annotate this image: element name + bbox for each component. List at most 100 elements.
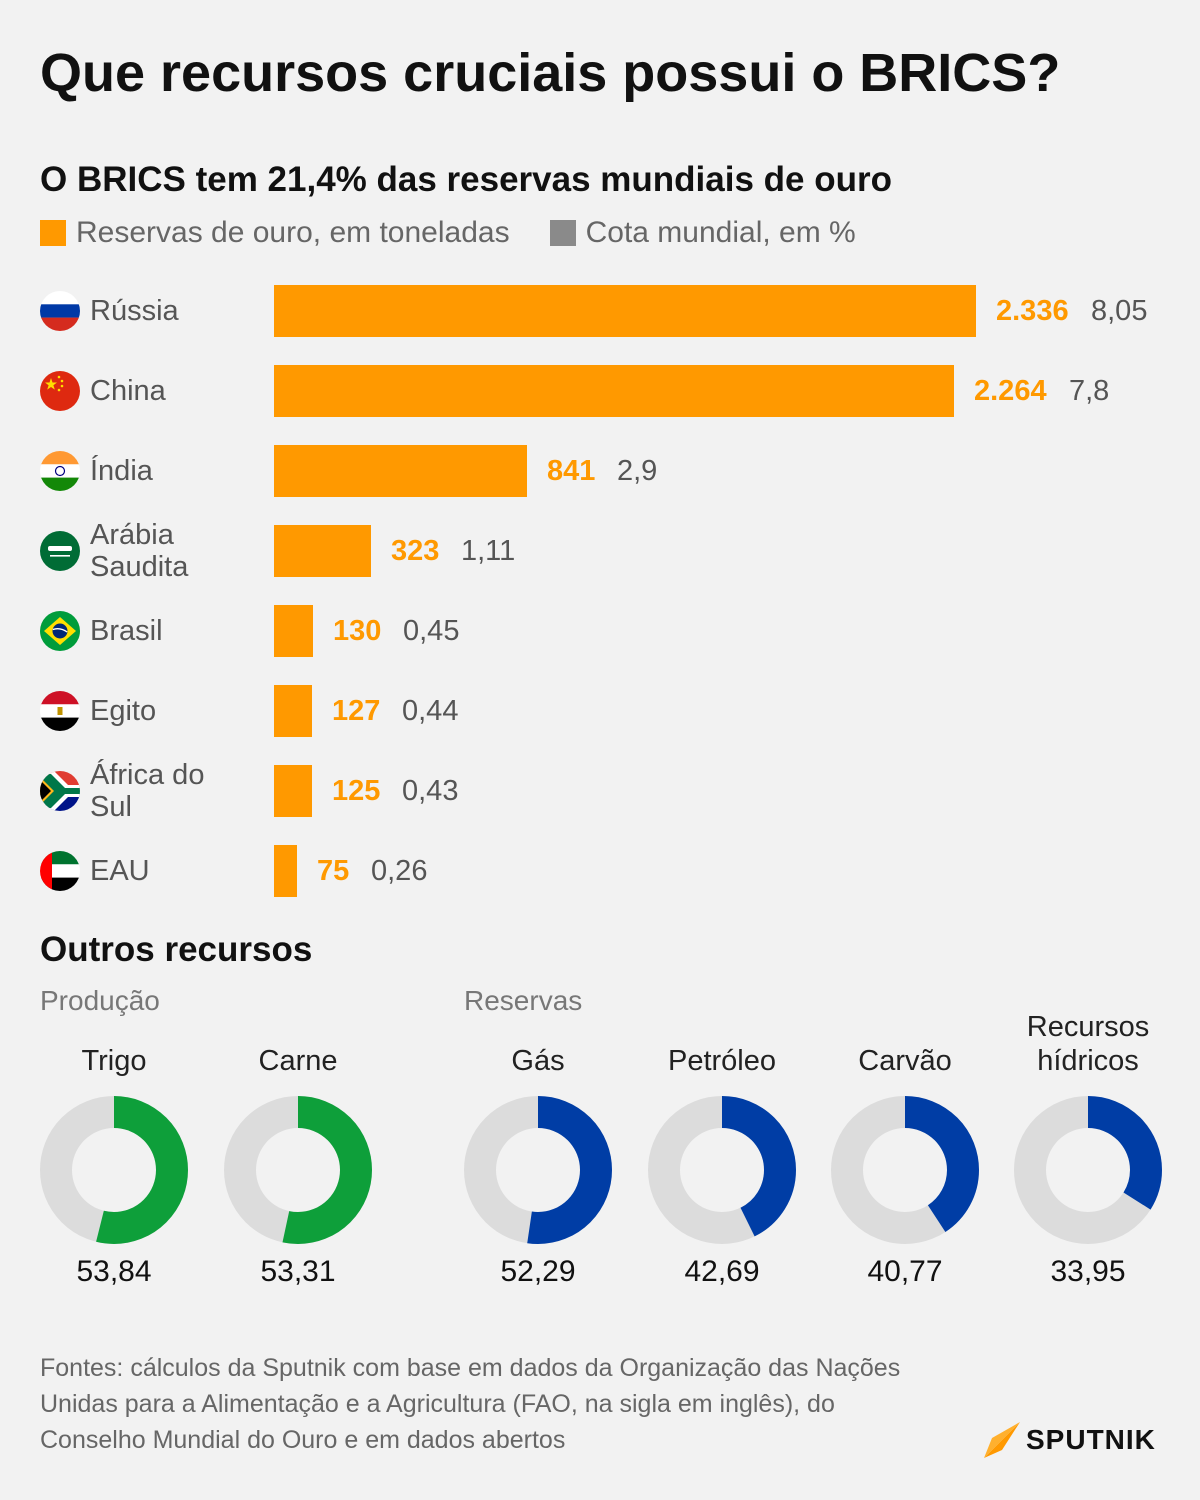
bar-row: África do Sul 125 0,43 xyxy=(0,759,1200,823)
country-label: Rússia xyxy=(90,295,179,327)
china-flag-icon xyxy=(40,371,80,411)
donut-label-line: Recursos xyxy=(1026,1011,1150,1043)
russia-flag-icon xyxy=(40,291,80,331)
egypt-flag-icon xyxy=(40,691,80,731)
share-value-label: 0,26 xyxy=(371,855,428,887)
bar xyxy=(274,525,371,577)
donut-value-label: 53,84 xyxy=(76,1255,152,1288)
country-label-line: Egito xyxy=(90,695,157,727)
saudi-arabia-flag-icon xyxy=(40,531,80,571)
legend-label-share: Cota mundial, em % xyxy=(585,216,856,249)
country-label: Índia xyxy=(90,455,153,487)
share-value-label: 0,43 xyxy=(402,775,459,807)
bar xyxy=(274,685,312,737)
country-label: Arábia Saudita xyxy=(90,519,188,583)
bar-value-label: 75 xyxy=(317,855,350,887)
bar-row: Rússia 2.336 8,05 xyxy=(0,285,1200,337)
share-value-label: 8,05 xyxy=(1091,295,1148,327)
donut-svg xyxy=(831,1096,979,1244)
donut-label: Gás xyxy=(448,1044,628,1078)
bar-value-label: 127 xyxy=(332,695,381,727)
bar-value-label: 841 xyxy=(547,455,596,487)
south-africa-flag-icon xyxy=(40,771,80,811)
donut-value-label: 40,77 xyxy=(867,1255,943,1288)
donut-label: Carne xyxy=(208,1044,388,1078)
donut-value-label: 33,95 xyxy=(1050,1255,1126,1288)
country-label: Brasil xyxy=(90,615,163,647)
country-label-line: Arábia xyxy=(90,519,174,551)
donut-value-label: 42,69 xyxy=(684,1255,760,1288)
donut-value-label: 53,31 xyxy=(260,1255,336,1288)
country-label-line: Brasil xyxy=(90,615,163,647)
source-note: Fontes: cálculos da Sputnik com base em … xyxy=(40,1354,901,1454)
donut-segment xyxy=(648,1096,796,1244)
donut-segment xyxy=(40,1096,188,1244)
donut-label: Recursos hídricos xyxy=(998,1010,1178,1078)
group-label-production: Produção xyxy=(40,985,160,1016)
legend-label-reserves: Reservas de ouro, em toneladas xyxy=(76,216,510,249)
bar xyxy=(274,845,297,897)
country-label: África do Sul xyxy=(90,759,204,823)
bar-row: Brasil 130 0,45 xyxy=(0,605,1200,657)
donut-label: Carvão xyxy=(815,1044,995,1078)
bar-row: Arábia Saudita 323 1,11 xyxy=(0,519,1200,583)
share-value-label: 1,11 xyxy=(461,535,516,567)
sputnik-logo: SPUTNIK xyxy=(984,1422,1156,1458)
group-label-reserves: Reservas xyxy=(464,985,583,1016)
country-label-line: Rússia xyxy=(90,295,179,327)
chart-subtitle: O BRICS tem 21,4% das reservas mundiais … xyxy=(40,160,892,199)
country-label-line: Índia xyxy=(90,455,153,487)
bar-row: EAU 75 0,26 xyxy=(0,845,1200,897)
legend-item-share: Cota mundial, em % xyxy=(549,216,856,250)
country-label: EAU xyxy=(90,855,150,887)
bar-row: China 2.264 7,8 xyxy=(0,365,1200,417)
donut-label-line: Petróleo xyxy=(667,1045,776,1077)
donut-label-line: hídricos xyxy=(1037,1045,1139,1077)
bar xyxy=(274,605,313,657)
bar-value-label: 323 xyxy=(391,535,440,567)
legend: Reservas de ouro, em toneladas Cota mund… xyxy=(40,216,896,250)
donut-segment xyxy=(464,1096,612,1244)
share-value-label: 7,8 xyxy=(1069,375,1110,407)
bar-value-label: 2.264 xyxy=(974,375,1047,407)
donut-segment xyxy=(831,1096,979,1244)
country-label: China xyxy=(90,375,166,407)
bar-row: Índia 841 2,9 xyxy=(0,445,1200,497)
country-label-line: Sul xyxy=(90,791,132,823)
donut-label-line: Trigo xyxy=(81,1045,147,1077)
donut-label-line: Carne xyxy=(258,1045,338,1077)
country-label-line: EAU xyxy=(90,855,150,887)
donut-svg xyxy=(224,1096,372,1244)
share-value-label: 0,45 xyxy=(403,615,460,647)
section-title-other-resources: Outros recursos xyxy=(40,930,313,969)
donut-svg xyxy=(1014,1096,1162,1244)
bar xyxy=(274,765,312,817)
country-label-line: África do xyxy=(90,759,205,791)
bar-value-label: 125 xyxy=(332,775,381,807)
legend-swatch-orange xyxy=(40,220,66,246)
donut-label: Petróleo xyxy=(632,1044,812,1078)
donut-segment xyxy=(1014,1096,1162,1244)
page-title: Que recursos cruciais possui o BRICS? xyxy=(40,43,1061,103)
donut-label-line: Gás xyxy=(511,1045,565,1077)
share-value-label: 2,9 xyxy=(617,455,658,487)
uae-flag-icon xyxy=(40,851,80,891)
country-label: Egito xyxy=(90,695,156,727)
share-value-label: 0,44 xyxy=(402,695,459,727)
bar xyxy=(274,445,527,497)
donut-value-label: 52,29 xyxy=(500,1255,576,1288)
legend-item-reserves: Reservas de ouro, em toneladas xyxy=(40,216,510,250)
donut-label-line: Carvão xyxy=(858,1045,952,1077)
legend-swatch-gray xyxy=(549,220,576,246)
bar xyxy=(274,285,976,337)
bar xyxy=(274,365,954,417)
sputnik-logo-text: SPUTNIK xyxy=(1026,1424,1156,1455)
country-label-line: Saudita xyxy=(90,551,189,583)
brazil-flag-icon xyxy=(40,611,80,651)
bar-row: Egito 127 0,44 xyxy=(0,685,1200,737)
donut-svg xyxy=(464,1096,612,1244)
country-label-line: China xyxy=(90,375,166,407)
india-flag-icon xyxy=(40,451,80,491)
donut-segment xyxy=(224,1096,372,1244)
donut-svg xyxy=(40,1096,188,1244)
